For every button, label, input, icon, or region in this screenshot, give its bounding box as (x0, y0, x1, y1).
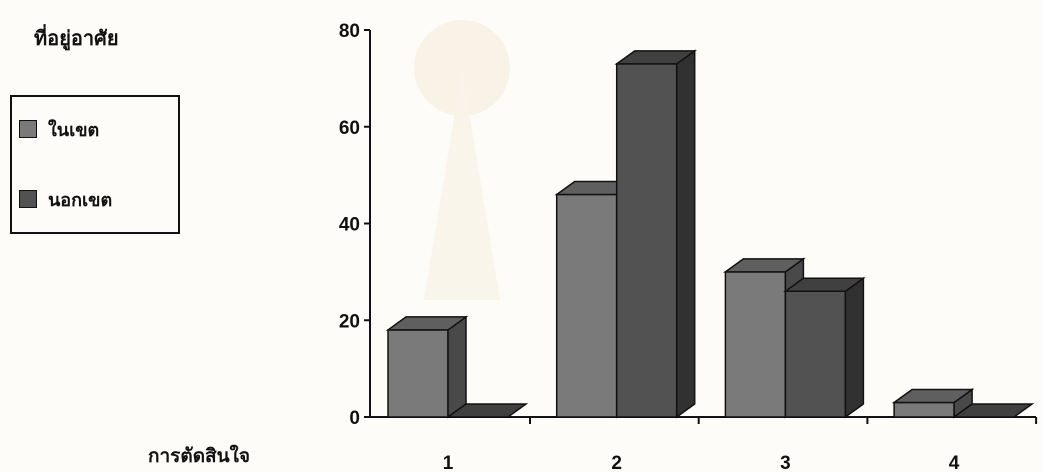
x-tick-label: 1 (443, 453, 454, 472)
bar-front-face (893, 401, 955, 418)
x-axis-label: การตัดสินใจ (148, 445, 251, 467)
bar-top-face (723, 258, 806, 273)
bar-front-face (555, 193, 618, 418)
bar-front-face (724, 271, 787, 418)
legend-swatch (19, 120, 37, 138)
bar-top-face (891, 388, 975, 404)
y-tick-label: 80 (339, 21, 360, 42)
bar (891, 388, 975, 419)
legend-swatch (19, 190, 37, 208)
bar-top-face (614, 50, 698, 65)
bar (783, 276, 866, 419)
watermark-spire (424, 70, 500, 300)
legend-item-in-district: ในเขต (19, 117, 99, 141)
bar-side-face (447, 315, 467, 419)
bar-top-face (783, 277, 866, 292)
watermark-emblem (414, 20, 510, 300)
legend-label: นอกเขต (48, 189, 113, 211)
bar-top-face (385, 316, 469, 331)
y-tick-label: 0 (349, 408, 360, 429)
bar (614, 49, 698, 419)
bar-front-face (387, 329, 449, 418)
bar-top-face (951, 403, 1035, 418)
y-tick-label: 40 (339, 215, 360, 236)
y-tick-label: 60 (339, 118, 360, 139)
bar-front-face (784, 290, 847, 418)
legend-label: ในเขต (48, 119, 100, 141)
legend-title: ที่อยู่อาศัย (34, 26, 119, 50)
bar (951, 403, 1035, 418)
x-tick-label: 4 (949, 453, 960, 472)
legend: ในเขต นอกเขต (10, 95, 180, 234)
legend-item-out-district: นอกเขต (19, 187, 112, 211)
bar-side-face (844, 276, 865, 419)
bar-front-face (615, 63, 678, 418)
bar-side-face (675, 49, 696, 419)
bar-top-face (445, 403, 529, 418)
bar (385, 315, 469, 419)
y-tick-label: 20 (339, 311, 360, 332)
watermark-disc (414, 20, 510, 116)
bar (445, 403, 529, 418)
x-tick-label: 3 (780, 453, 791, 472)
x-tick-label: 2 (611, 453, 622, 472)
